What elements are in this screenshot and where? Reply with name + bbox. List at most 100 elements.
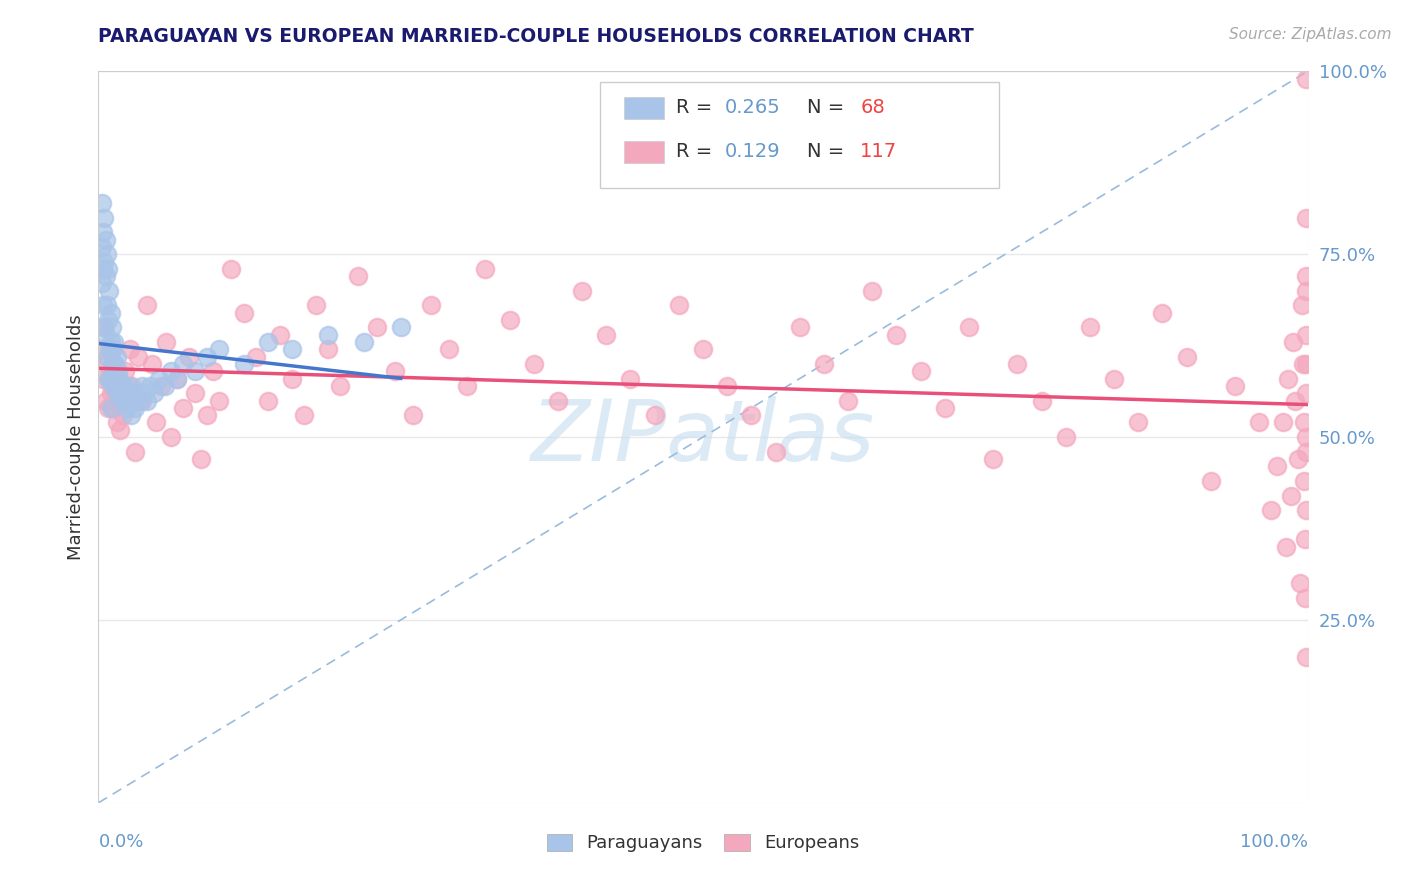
Point (91, 225, 114, 239)
Point (1295, 71, 1317, 86)
Point (150, 379, 173, 393)
Point (135, 298, 157, 312)
Text: PARAGUAYAN VS EUROPEAN MARRIED-COUPLE HOUSEHOLDS CORRELATION CHART: PARAGUAYAN VS EUROPEAN MARRIED-COUPLE HO… (98, 27, 974, 45)
Legend: Paraguayans, Europeans: Paraguayans, Europeans (540, 826, 866, 860)
Point (166, 371, 188, 385)
Point (384, 364, 406, 378)
Point (118, 379, 141, 393)
Point (93, 211, 115, 225)
Point (934, 401, 956, 415)
Point (1295, 649, 1317, 664)
Point (105, 416, 128, 430)
Point (135, 393, 157, 408)
Point (98, 343, 121, 357)
Point (1175, 350, 1198, 364)
Point (256, 393, 278, 408)
Point (1289, 576, 1312, 591)
Point (644, 408, 666, 422)
Point (316, 343, 339, 357)
Point (104, 357, 127, 371)
Point (402, 408, 425, 422)
Point (595, 327, 617, 342)
Point (1249, 416, 1271, 430)
Point (232, 357, 254, 371)
Point (281, 371, 304, 385)
Point (184, 386, 207, 401)
Point (101, 379, 124, 393)
Point (131, 393, 153, 408)
Point (117, 393, 139, 408)
Point (1286, 452, 1309, 467)
Point (110, 379, 132, 393)
Point (100, 357, 122, 371)
Point (886, 327, 908, 342)
Point (269, 327, 291, 342)
Point (1223, 379, 1246, 393)
Point (208, 343, 231, 357)
Point (1267, 459, 1289, 474)
Point (195, 408, 218, 422)
Point (202, 364, 225, 378)
Point (1031, 393, 1053, 408)
Point (1294, 533, 1316, 547)
Point (498, 313, 520, 327)
Text: 0.265: 0.265 (724, 98, 780, 118)
Point (329, 379, 352, 393)
Point (107, 364, 129, 378)
Point (1295, 211, 1317, 225)
Point (195, 350, 218, 364)
Point (112, 379, 135, 393)
Point (957, 320, 980, 334)
Point (100, 401, 122, 415)
Point (141, 357, 163, 371)
Point (155, 334, 177, 349)
Point (94, 233, 117, 247)
Text: N =: N = (807, 98, 851, 118)
Point (420, 298, 443, 312)
Point (981, 452, 1004, 467)
Point (1284, 393, 1306, 408)
Point (91, 343, 114, 357)
Point (1291, 298, 1313, 312)
Point (100, 379, 122, 393)
Point (256, 334, 278, 349)
Point (1277, 371, 1299, 385)
Point (107, 371, 129, 385)
Point (108, 371, 131, 385)
Point (103, 371, 125, 385)
Point (813, 357, 835, 371)
Point (91, 261, 114, 276)
Point (96, 357, 118, 371)
Point (184, 364, 207, 378)
Point (166, 371, 188, 385)
Text: 100.0%: 100.0% (1240, 833, 1308, 851)
Point (111, 393, 134, 408)
Point (145, 416, 167, 430)
Point (93, 320, 115, 334)
Point (366, 320, 388, 334)
Point (118, 386, 141, 401)
Point (104, 386, 127, 401)
Point (347, 269, 370, 284)
Point (1282, 334, 1305, 349)
Point (837, 393, 859, 408)
Text: ZIPatlas: ZIPatlas (531, 395, 875, 479)
Point (124, 401, 146, 415)
Y-axis label: Married-couple Households: Married-couple Households (66, 314, 84, 560)
Point (139, 379, 162, 393)
Point (108, 423, 131, 437)
Point (1272, 416, 1295, 430)
Point (100, 334, 122, 349)
Point (668, 298, 690, 312)
Point (100, 386, 122, 401)
Point (98, 284, 121, 298)
Point (120, 408, 142, 422)
Point (160, 364, 183, 378)
Point (127, 386, 149, 401)
Point (456, 379, 478, 393)
Point (1078, 320, 1101, 334)
Point (1279, 489, 1302, 503)
Point (100, 320, 122, 334)
Point (245, 350, 267, 364)
Point (131, 379, 153, 393)
